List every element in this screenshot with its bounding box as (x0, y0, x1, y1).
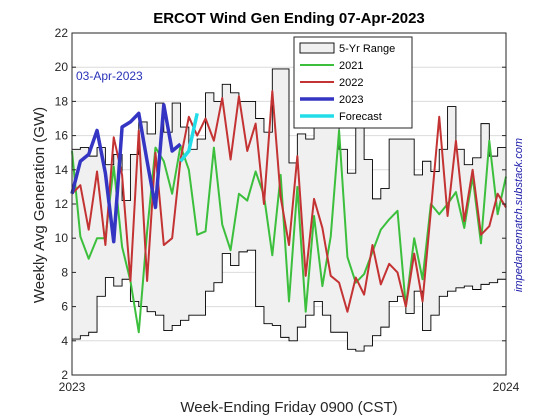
legend: 5-Yr Range 2021 2022 2023 Forecast (293, 36, 413, 129)
range-upper-edge (72, 68, 507, 202)
series-line-forecast (179, 112, 199, 163)
y-tick-label: 8 (61, 265, 68, 279)
x-axis-ticks: 2023 2024 (59, 380, 520, 394)
series-line-2023 (70, 103, 182, 244)
x-tick-label: 2023 (59, 380, 86, 394)
y-tick-label: 2 (61, 368, 68, 382)
legend-swatch-range (299, 42, 335, 54)
date-annotation: 03-Apr-2023 (76, 69, 143, 83)
y-tick-label: 22 (55, 26, 69, 40)
source-credit: impedancematch.substack.com (513, 138, 525, 292)
range-lower-edge (72, 249, 506, 352)
series-line-2022 (71, 90, 507, 313)
y-axis-label: Weekly Avg Generation (GW) (31, 107, 48, 303)
x-axis-label: Week-Ending Friday 0900 (CST) (180, 399, 397, 416)
series-line-2021 (71, 129, 507, 334)
y-tick-label: 4 (61, 334, 68, 348)
y-tick-label: 6 (61, 300, 68, 314)
x-tick-label: 2024 (493, 380, 520, 394)
y-tick-label: 16 (55, 129, 69, 143)
y-tick-label: 10 (55, 231, 69, 245)
y-tick-label: 20 (55, 60, 69, 74)
y-tick-label: 14 (55, 163, 69, 177)
chart-title: ERCOT Wind Gen Ending 07-Apr-2023 (153, 10, 425, 27)
legend-entry: Forecast (339, 111, 382, 123)
series-lines (70, 90, 507, 334)
legend-entry: 2023 (339, 94, 363, 106)
five-year-range (72, 68, 507, 352)
legend-entry: 5-Yr Range (339, 43, 395, 55)
y-tick-label: 12 (55, 197, 69, 211)
legend-entry: 2022 (339, 77, 363, 89)
y-tick-label: 18 (55, 94, 69, 108)
legend-entry: 2021 (339, 60, 363, 72)
